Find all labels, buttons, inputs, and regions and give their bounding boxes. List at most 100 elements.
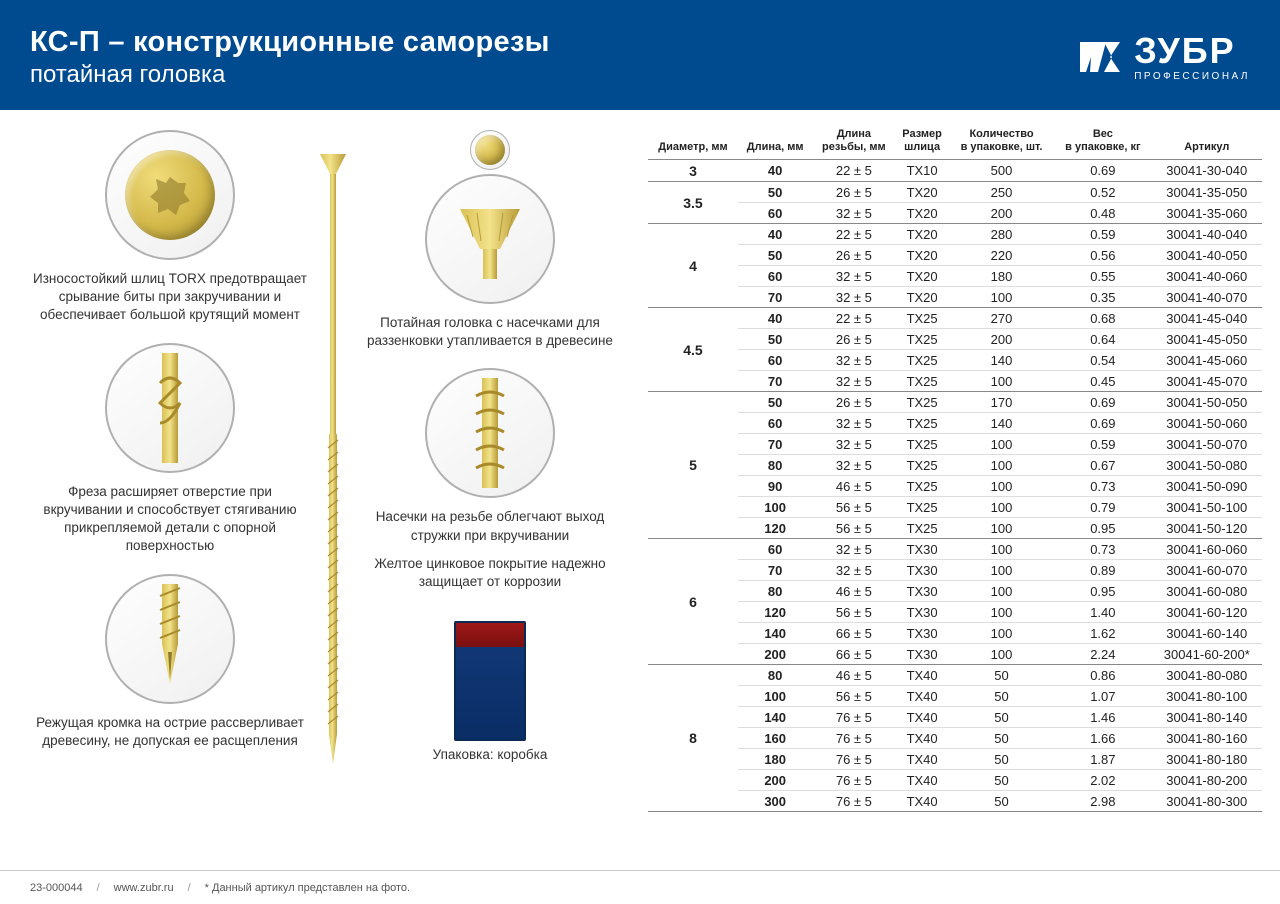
table-cell: 30041-40-060 (1152, 266, 1262, 287)
feature-package-text: Упаковка: коробка (433, 747, 548, 762)
table-cell: 120 (738, 602, 812, 623)
feature-package: Упаковка: коробка (433, 615, 548, 762)
table-cell: 56 ± 5 (812, 602, 895, 623)
table-cell: 0.68 (1054, 308, 1151, 329)
spec-table: Диаметр, ммДлина, ммДлинарезьбы, ммРазме… (648, 124, 1262, 812)
table-cell: TX30 (895, 644, 948, 665)
table-row: 8032 ± 5TX251000.6730041-50-080 (648, 455, 1262, 476)
cell-diameter: 4.5 (648, 308, 738, 392)
cell-diameter: 3.5 (648, 182, 738, 224)
table-cell: 60 (738, 266, 812, 287)
table-cell: 30041-50-100 (1152, 497, 1262, 518)
table-row: 20066 ± 5TX301002.2430041-60-200* (648, 644, 1262, 665)
table-header: Длинарезьбы, мм (812, 124, 895, 160)
table-cell: 50 (949, 791, 1054, 812)
table-cell: 76 ± 5 (812, 749, 895, 770)
table-cell: 0.79 (1054, 497, 1151, 518)
table-cell: 60 (738, 203, 812, 224)
table-row: 7032 ± 5TX201000.3530041-40-070 (648, 287, 1262, 308)
table-row: 5026 ± 5TX202200.5630041-40-050 (648, 245, 1262, 266)
table-row: 12056 ± 5TX301001.4030041-60-120 (648, 602, 1262, 623)
table-cell: 200 (949, 329, 1054, 350)
table-cell: 56 ± 5 (812, 686, 895, 707)
table-row: 7032 ± 5TX251000.4530041-45-070 (648, 371, 1262, 392)
table-cell: 1.07 (1054, 686, 1151, 707)
table-row: 44022 ± 5TX202800.5930041-40-040 (648, 224, 1262, 245)
table-cell: 30041-45-050 (1152, 329, 1262, 350)
table-row: 12056 ± 5TX251000.9530041-50-120 (648, 518, 1262, 539)
table-cell: 100 (949, 434, 1054, 455)
table-cell: 40 (738, 224, 812, 245)
table-cell: 50 (949, 707, 1054, 728)
table-cell: 0.73 (1054, 539, 1151, 560)
page-subtitle: потайная головка (30, 61, 550, 89)
table-cell: 70 (738, 434, 812, 455)
table-cell: 30041-50-060 (1152, 413, 1262, 434)
table-cell: 50 (949, 749, 1054, 770)
table-cell: 0.95 (1054, 581, 1151, 602)
table-cell: 0.67 (1054, 455, 1151, 476)
table-cell: 280 (949, 224, 1054, 245)
table-cell: TX30 (895, 581, 948, 602)
table-cell: 220 (949, 245, 1054, 266)
table-cell: 0.59 (1054, 434, 1151, 455)
cutter-detail-icon (105, 343, 235, 473)
head-detail-icon (425, 174, 555, 304)
table-cell: TX40 (895, 686, 948, 707)
table-cell: TX30 (895, 602, 948, 623)
table-cell: 100 (949, 497, 1054, 518)
table-cell: 160 (738, 728, 812, 749)
table-cell: 50 (949, 770, 1054, 791)
table-cell: 70 (738, 287, 812, 308)
table-row: 10056 ± 5TX40501.0730041-80-100 (648, 686, 1262, 707)
table-row: 18076 ± 5TX40501.8730041-80-180 (648, 749, 1262, 770)
table-cell: 26 ± 5 (812, 329, 895, 350)
table-cell: 2.02 (1054, 770, 1151, 791)
table-cell: TX10 (895, 160, 948, 182)
table-cell: 30041-50-090 (1152, 476, 1262, 497)
table-cell: 66 ± 5 (812, 623, 895, 644)
table-cell: 100 (949, 287, 1054, 308)
table-cell: 120 (738, 518, 812, 539)
cell-diameter: 5 (648, 392, 738, 539)
table-cell: 0.54 (1054, 350, 1151, 371)
table-cell: 100 (949, 455, 1054, 476)
table-cell: 1.87 (1054, 749, 1151, 770)
table-cell: TX25 (895, 518, 948, 539)
table-cell: 30041-80-200 (1152, 770, 1262, 791)
table-cell: TX25 (895, 329, 948, 350)
table-cell: 250 (949, 182, 1054, 203)
table-cell: TX25 (895, 308, 948, 329)
table-cell: 100 (738, 497, 812, 518)
feature-torx: Износостойкий шлиц TORX предотвращает ср… (30, 130, 310, 325)
table-cell: 0.55 (1054, 266, 1151, 287)
footer-url: www.zubr.ru (114, 882, 191, 894)
feature-tip-text: Режущая кромка на острие рассверливает д… (30, 714, 310, 750)
table-cell: 50 (949, 728, 1054, 749)
table-cell: 30041-30-040 (1152, 160, 1262, 182)
table-cell: 70 (738, 560, 812, 581)
table-cell: 0.59 (1054, 224, 1151, 245)
table-cell: 70 (738, 371, 812, 392)
table-cell: TX25 (895, 371, 948, 392)
feature-cutter: Фреза расширяет отверстие при вкручивани… (30, 343, 310, 556)
table-cell: 30041-80-100 (1152, 686, 1262, 707)
table-cell: 90 (738, 476, 812, 497)
table-cell: 32 ± 5 (812, 266, 895, 287)
table-row: 8046 ± 5TX301000.9530041-60-080 (648, 581, 1262, 602)
table-row: 34022 ± 5TX105000.6930041-30-040 (648, 160, 1262, 182)
table-cell: 32 ± 5 (812, 413, 895, 434)
table-cell: 30041-60-070 (1152, 560, 1262, 581)
table-cell: 100 (949, 476, 1054, 497)
table-cell: 30041-40-050 (1152, 245, 1262, 266)
table-cell: 30041-60-120 (1152, 602, 1262, 623)
cell-diameter: 4 (648, 224, 738, 308)
table-cell: TX20 (895, 224, 948, 245)
table-cell: 56 ± 5 (812, 497, 895, 518)
table-cell: 0.48 (1054, 203, 1151, 224)
table-cell: 22 ± 5 (812, 160, 895, 182)
tip-detail-icon (105, 574, 235, 704)
table-cell: 100 (949, 371, 1054, 392)
table-cell: TX25 (895, 434, 948, 455)
table-cell: 56 ± 5 (812, 518, 895, 539)
